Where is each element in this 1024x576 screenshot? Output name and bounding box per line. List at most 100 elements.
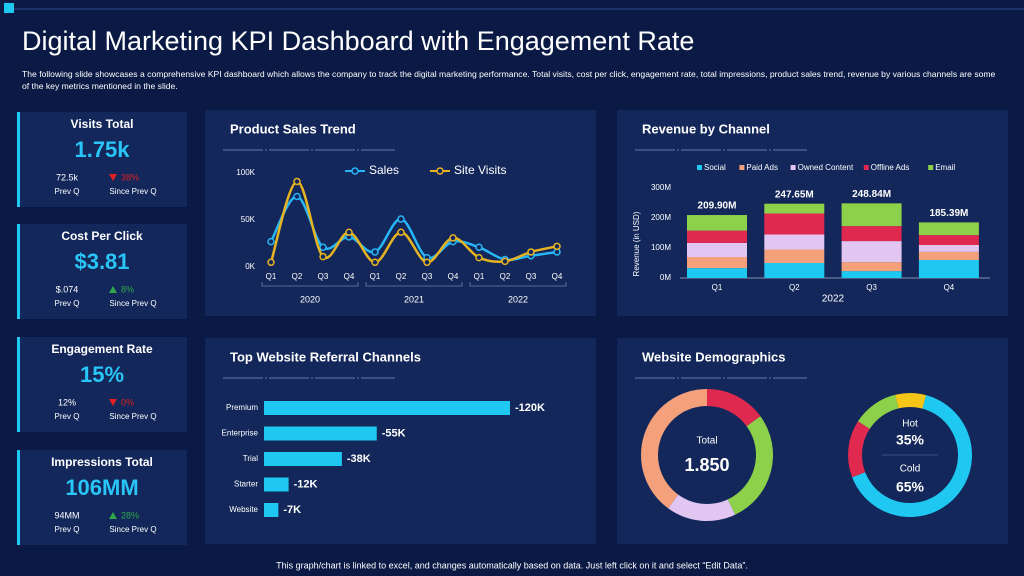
panel (205, 338, 596, 544)
kpi-value: $3.81 (74, 249, 129, 274)
group-bracket (261, 282, 359, 287)
bar-segment (764, 263, 825, 278)
panel (617, 338, 1008, 544)
group-bracket (365, 282, 463, 287)
kpi-title: Visits Total (71, 117, 134, 131)
kpi-card (17, 337, 187, 432)
line-marker (449, 234, 457, 242)
value-label: -38K (347, 453, 371, 465)
bar-segment (841, 271, 902, 278)
x-tick-label: Q4 (448, 272, 459, 281)
donut-segment (858, 394, 899, 429)
bar-segment (918, 260, 979, 278)
line-marker (475, 253, 483, 262)
legend-label: Site Visits (454, 163, 506, 177)
legend-marker (436, 167, 444, 175)
panel-title: Product Sales Trend (230, 121, 356, 136)
category-label: Website (229, 505, 258, 514)
legend-label: Paid Ads (746, 163, 778, 172)
category-label: Premium (226, 403, 258, 412)
x-tick-label: Q2 (500, 272, 511, 281)
legend-swatch (739, 165, 745, 170)
value-label: -120K (515, 402, 545, 414)
panel-title: Revenue by Channel (642, 121, 770, 136)
x-tick-label: Q3 (526, 272, 537, 281)
kpi-card (17, 224, 187, 319)
kpi-accent (17, 224, 20, 319)
y-tick-label: 0M (660, 273, 671, 282)
corner-square (4, 3, 14, 13)
legend-label: Offline Ads (871, 163, 910, 172)
kpi-prev-value: $.074 (56, 284, 79, 294)
donut-segment (641, 389, 707, 509)
line-marker (293, 177, 301, 186)
bar-segment (687, 230, 747, 243)
kpi-change: 28% (121, 510, 139, 520)
line-marker (397, 228, 405, 236)
group-label: 2022 (508, 294, 528, 304)
kpi-trend-arrow (109, 174, 117, 181)
group-label: 2020 (300, 294, 320, 304)
kpi-change-label: Since Prev Q (109, 187, 156, 196)
x-tick-label: Q1 (266, 272, 277, 281)
category-label: Enterprise (222, 429, 259, 438)
legend-swatch (928, 165, 934, 170)
line-marker (293, 192, 301, 201)
bar-segment (687, 242, 747, 257)
y-axis-label: Revenue (in USD) (632, 211, 641, 276)
legend-swatch (790, 165, 796, 170)
kpi-change-label: Since Prev Q (109, 525, 156, 534)
y-tick-label: 50K (241, 215, 256, 224)
legend-swatch (863, 165, 869, 170)
bar-segment (918, 245, 979, 252)
bar (264, 452, 342, 466)
total-label: 247.65M (775, 189, 814, 200)
group-bracket (469, 282, 567, 287)
kpi-prev-label: Prev Q (55, 299, 80, 308)
kpi-change: 38% (121, 172, 139, 182)
donut-segment (668, 494, 736, 521)
donut-value: 35% (896, 432, 925, 448)
donut-segment (727, 416, 773, 515)
kpi-title: Engagement Rate (51, 342, 153, 356)
kpi-trend-arrow (109, 286, 117, 293)
line-marker (553, 242, 561, 251)
bar-segment (918, 222, 979, 236)
donut-center-value: 1.850 (684, 455, 729, 475)
total-label: 248.84M (852, 189, 891, 200)
kpi-change: 8% (121, 284, 134, 294)
kpi-value: 1.75k (74, 137, 130, 162)
line-marker (319, 252, 327, 261)
legend-label: Owned Content (798, 163, 854, 172)
bar-segment (841, 226, 902, 242)
bar-segment (764, 234, 825, 250)
bar (264, 426, 377, 441)
group-label: 2021 (404, 294, 424, 304)
panel-title: Website Demographics (642, 349, 786, 364)
kpi-card (17, 450, 187, 545)
line-marker (267, 237, 275, 246)
kpi-accent (17, 337, 20, 432)
bar-segment (764, 213, 825, 235)
legend-marker (351, 167, 359, 175)
panel-title: Top Website Referral Channels (230, 349, 421, 364)
x-tick-label: Q4 (944, 283, 955, 292)
kpi-value: 106MM (65, 475, 138, 500)
kpi-title: Impressions Total (51, 455, 153, 469)
bar (264, 503, 279, 517)
line-marker (527, 248, 535, 256)
y-tick-label: 0K (245, 262, 255, 271)
donut-category: Cold (900, 464, 921, 475)
bar-segment (841, 203, 902, 227)
total-label: 209.90M (698, 201, 737, 212)
line-marker (475, 243, 483, 252)
bar-segment (687, 215, 747, 231)
kpi-prev-value: 12% (58, 397, 76, 407)
legend-label: Sales (369, 163, 399, 177)
y-tick-label: 300M (651, 183, 671, 192)
x-tick-label: Q4 (552, 272, 563, 281)
kpi-change: 0% (121, 397, 134, 407)
kpi-prev-label: Prev Q (55, 525, 80, 534)
